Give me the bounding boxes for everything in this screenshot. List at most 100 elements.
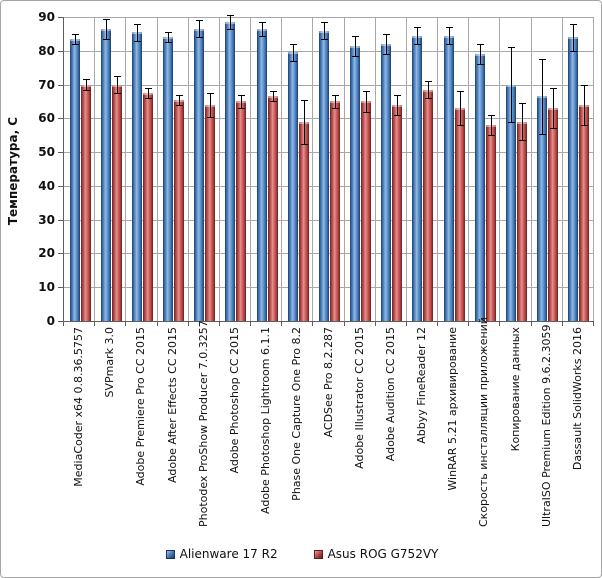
y-axis-tick	[58, 17, 63, 18]
alienware-bar	[350, 45, 361, 321]
error-bar-cap-top	[539, 59, 547, 61]
alienware-bar	[474, 54, 485, 321]
error-bar-cap-top	[331, 94, 339, 96]
asus-bar	[392, 104, 403, 321]
error-bar-cap-bottom	[82, 89, 90, 91]
error-bar-line	[85, 79, 87, 90]
error-bar-line	[573, 23, 575, 51]
v-gridline	[125, 17, 127, 321]
v-gridline	[187, 17, 189, 321]
error-bar-line	[553, 87, 555, 129]
x-axis-tick	[593, 322, 594, 326]
error-bar-line	[355, 35, 357, 56]
error-bar-line	[323, 22, 325, 39]
error-bar-line	[179, 94, 181, 105]
asus-bar	[267, 96, 278, 321]
x-category-label: Adobe Photoshop Lightroom 6.1.1	[259, 327, 273, 514]
error-bar-cap-top	[227, 15, 235, 17]
x-axis-tick	[250, 322, 252, 326]
error-bar-line	[510, 47, 512, 122]
alienware-bar	[131, 32, 142, 321]
error-bar-line	[261, 22, 263, 36]
error-bar-cap-bottom	[227, 28, 235, 30]
x-category-label: MediaCoder x64 0.8.36.5757	[72, 327, 86, 487]
error-bar-line	[397, 94, 399, 115]
error-bar-cap-bottom	[102, 38, 110, 40]
error-bar-cap-top	[363, 91, 371, 93]
alienware-bar	[318, 30, 329, 321]
y-tick-label: 80	[38, 43, 55, 58]
x-category-label: Скорость инсталляции приложений	[477, 317, 491, 527]
alienware-bar	[287, 52, 298, 321]
v-gridline	[530, 17, 532, 321]
error-bar-cap-bottom	[289, 60, 297, 62]
error-bar-line	[303, 99, 305, 144]
asus-bar	[111, 84, 122, 321]
error-bar-cap-bottom	[144, 98, 152, 100]
alienware-bar	[256, 28, 267, 321]
error-bar-cap-top	[133, 23, 141, 25]
error-bar-cap-top	[71, 33, 79, 35]
error-bar-line	[241, 94, 243, 109]
error-bar-cap-top	[102, 18, 110, 20]
x-category-label: UltraISO Premium Edition 9.6.2.3059	[539, 324, 553, 527]
legend-item: Alienware 17 R2	[165, 547, 278, 561]
error-bar-line	[136, 23, 138, 41]
x-axis-tick	[218, 322, 220, 326]
asus-bar	[142, 93, 153, 321]
v-gridline	[468, 17, 470, 321]
asus-bar	[329, 101, 340, 321]
error-bar-cap-bottom	[425, 98, 433, 100]
error-bar-line	[74, 33, 76, 44]
error-bar-cap-top	[289, 44, 297, 46]
x-category-label: Dassault SolidWorks 2016	[570, 327, 584, 471]
asus-bar	[205, 104, 216, 321]
y-tick-label: 10	[38, 280, 55, 295]
error-bar-cap-bottom	[581, 125, 589, 127]
error-bar-cap-top	[196, 20, 204, 22]
v-gridline	[593, 17, 594, 321]
error-bar-line	[584, 84, 586, 126]
error-bar-cap-bottom	[539, 133, 547, 135]
error-bar-cap-top	[394, 94, 402, 96]
legend-swatch-alienware	[165, 549, 175, 559]
asus-bar	[80, 84, 91, 321]
error-bar-cap-bottom	[352, 55, 360, 57]
error-bar-line	[521, 103, 523, 141]
y-axis-line	[63, 17, 64, 322]
asus-bar	[485, 125, 496, 321]
error-bar-cap-bottom	[476, 64, 484, 66]
error-bar-line	[210, 93, 212, 117]
x-category-label: WinRAR 5.21 архивирование	[446, 327, 460, 491]
error-bar-cap-bottom	[414, 44, 422, 46]
y-axis-tick	[58, 50, 63, 52]
error-bar-line	[459, 91, 461, 126]
error-bar-cap-top	[581, 84, 589, 86]
x-axis-tick	[156, 322, 158, 326]
x-category-label: Adobe Premiere Pro CC 2015	[134, 327, 148, 486]
error-bar-line	[147, 87, 149, 99]
legend: Alienware 17 R2 Asus ROG G752VY	[1, 547, 601, 561]
alienware-bar	[443, 35, 454, 321]
error-bar-cap-bottom	[133, 40, 141, 42]
error-bar-cap-top	[456, 91, 464, 93]
x-axis-tick	[281, 322, 283, 326]
v-gridline	[281, 17, 283, 321]
y-tick-label: 20	[38, 246, 55, 261]
legend-swatch-asus	[313, 549, 323, 559]
asus-bar	[174, 99, 185, 321]
error-bar-cap-top	[300, 99, 308, 101]
error-bar-cap-top	[165, 32, 173, 34]
x-axis-tick	[187, 322, 189, 326]
v-gridline	[374, 17, 376, 321]
y-tick-label: 90	[38, 10, 55, 24]
x-category-label: Abbyy FineReader 12	[415, 327, 429, 444]
error-bar-cap-bottom	[394, 114, 402, 116]
asus-bar	[236, 101, 247, 321]
x-axis-tick	[63, 322, 64, 326]
error-bar-cap-bottom	[456, 125, 464, 127]
error-bar-cap-bottom	[507, 121, 515, 123]
error-bar-cap-bottom	[258, 35, 266, 37]
legend-label: Asus ROG G752VY	[327, 547, 439, 561]
